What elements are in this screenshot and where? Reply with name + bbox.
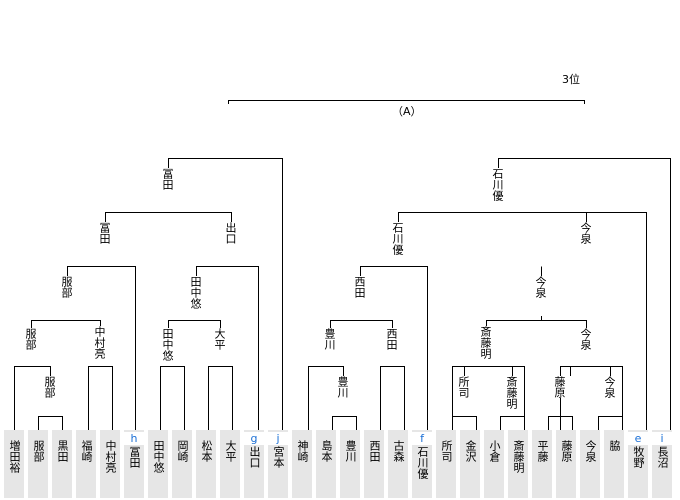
player-name: 宮本 xyxy=(272,446,285,468)
player-name: 長沼 xyxy=(656,446,669,468)
player-name: 小倉 xyxy=(488,440,501,462)
winner-label-r4-tomita: 冨田 xyxy=(98,222,111,244)
winner-label-r4-nishida: 西田 xyxy=(353,276,366,298)
player-name: 石川優 xyxy=(416,446,429,479)
player-entry: 石川優 xyxy=(412,430,432,498)
winner-label-r2-fujiwara: 藤原 xyxy=(553,376,566,398)
player-name: 神崎 xyxy=(296,440,309,462)
winner-label-r3-saito: 斎藤明 xyxy=(479,326,492,359)
player-entry: 冨田 xyxy=(124,430,144,498)
player-entry: 島本 xyxy=(316,430,336,498)
player-entry: 古森 xyxy=(388,430,408,498)
player-entry: 黒田 xyxy=(52,430,72,498)
player-name: 増田裕 xyxy=(8,440,21,473)
player-entry: 福崎 xyxy=(76,430,96,498)
winner-label-r5-imaizumi: 今泉 xyxy=(579,222,592,244)
player-entry: 豊川 xyxy=(340,430,360,498)
player-entry: 松本 xyxy=(196,430,216,498)
winner-label-r2-nakamura: 中村亮 xyxy=(93,326,106,359)
winner-label-r2-ohira: 大平 xyxy=(213,328,226,350)
winner-label-r2-hattori: 服部 xyxy=(24,328,37,350)
player-name: 出口 xyxy=(248,446,261,468)
seed-letter: i xyxy=(652,432,672,445)
final-label: （A） xyxy=(392,105,422,118)
player-entry: 長沼 xyxy=(652,430,672,498)
winner-label-r5-ishikawa: 石川優 xyxy=(391,222,404,255)
player-entry: 服部 xyxy=(28,430,48,498)
player-entry: 田中悠 xyxy=(148,430,168,498)
player-entry: 中村亮 xyxy=(100,430,120,498)
player-name: 中村亮 xyxy=(104,440,117,473)
player-name: 島本 xyxy=(320,440,333,462)
player-entry: 小倉 xyxy=(484,430,504,498)
winner-label-r2-shoji: 所司 xyxy=(457,376,470,398)
player-entry: 神崎 xyxy=(292,430,312,498)
player-entry: 大平 xyxy=(220,430,240,498)
player-name: 平藤 xyxy=(536,440,549,462)
seed-letter: h xyxy=(124,432,144,445)
seed-letter: e xyxy=(628,432,648,445)
player-entry: 平藤 xyxy=(532,430,552,498)
seed-letter: j xyxy=(268,432,288,445)
player-entry: 牧野 xyxy=(628,430,648,498)
winner-label-r1-hattori: 服部 xyxy=(43,376,56,398)
player-name: 福崎 xyxy=(80,440,93,462)
winner-label-sf-right: 石川優 xyxy=(491,168,504,201)
player-name: 冨田 xyxy=(128,446,141,468)
player-name: 大平 xyxy=(224,440,237,462)
player-name: 斎藤明 xyxy=(512,440,525,473)
player-name: 古森 xyxy=(392,440,405,462)
player-name: 金沢 xyxy=(464,440,477,462)
player-name: 牧野 xyxy=(632,446,645,468)
player-entry: 所司 xyxy=(436,430,456,498)
winner-label-r3-hattori: 服部 xyxy=(60,276,73,298)
winner-label-r2-toyokawa: 豊川 xyxy=(336,376,349,398)
winner-label-r2-saito: 斎藤明 xyxy=(505,376,518,409)
winner-label-r3-imaizumi: 今泉 xyxy=(579,328,592,350)
winner-label-sf-left: 冨田 xyxy=(161,168,174,190)
player-entry: 増田裕 xyxy=(4,430,24,498)
player-name: 豊川 xyxy=(344,440,357,462)
player-name: 脇 xyxy=(608,440,621,451)
winner-label-r4-deguchi: 出口 xyxy=(224,222,237,244)
winner-label-r4-imaizumi: 今泉 xyxy=(534,276,547,298)
player-entry: 藤原 xyxy=(556,430,576,498)
player-name: 黒田 xyxy=(56,440,69,462)
player-name: 松本 xyxy=(200,440,213,462)
player-entry: 斎藤明 xyxy=(508,430,528,498)
player-entry: 西田 xyxy=(364,430,384,498)
winner-label-r2-tanaka: 田中悠 xyxy=(161,328,174,361)
winner-label-r3-tanaka: 田中悠 xyxy=(189,276,202,309)
player-entry: 宮本 xyxy=(268,430,288,498)
player-name: 田中悠 xyxy=(152,440,165,473)
player-entry: 岡崎 xyxy=(172,430,192,498)
player-entry: 脇 xyxy=(604,430,624,498)
winner-label-r2-imaizumi: 今泉 xyxy=(603,376,616,398)
player-name: 岡崎 xyxy=(176,440,189,462)
player-name: 所司 xyxy=(440,440,453,462)
winner-label-r3-toyokawa: 豊川 xyxy=(323,328,336,350)
seed-letter: g xyxy=(244,432,264,445)
seed-letter: f xyxy=(412,432,432,445)
player-entry: 出口 xyxy=(244,430,264,498)
player-entry: 今泉 xyxy=(580,430,600,498)
third-place-label: 3位 xyxy=(562,73,580,86)
player-name: 今泉 xyxy=(584,440,597,462)
player-entry: 金沢 xyxy=(460,430,480,498)
player-name: 西田 xyxy=(368,440,381,462)
player-name: 服部 xyxy=(32,440,45,462)
player-name: 藤原 xyxy=(560,440,573,462)
winner-label-r3-nishida: 西田 xyxy=(385,328,398,350)
